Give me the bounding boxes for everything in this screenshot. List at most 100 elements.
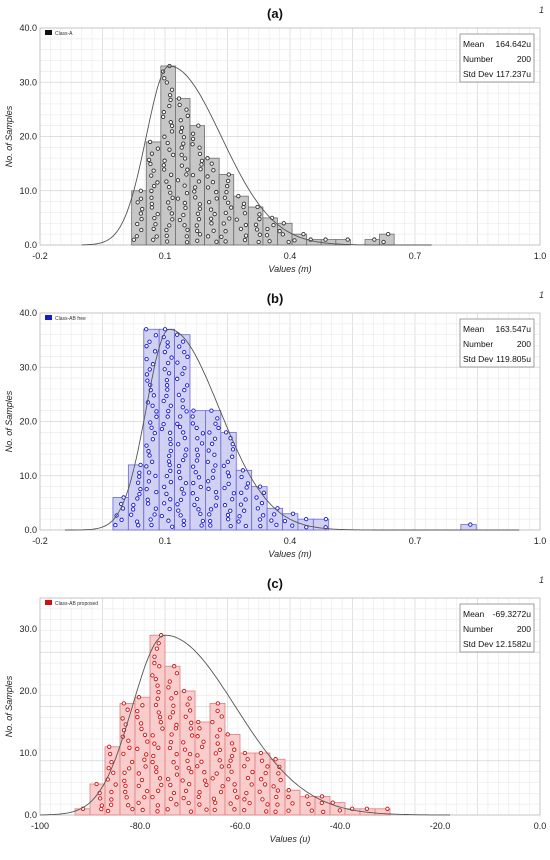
sample-point bbox=[178, 497, 184, 503]
sample-point bbox=[217, 758, 222, 763]
sample-point bbox=[108, 751, 113, 757]
sample-point bbox=[121, 751, 126, 757]
sample-point bbox=[208, 507, 214, 512]
sample-point bbox=[286, 794, 291, 800]
sample-point bbox=[219, 714, 224, 719]
sample-point bbox=[94, 781, 99, 787]
sample-point bbox=[188, 726, 194, 731]
sample-point bbox=[267, 239, 272, 244]
sample-point bbox=[195, 734, 200, 739]
sample-point bbox=[187, 696, 192, 701]
sample-point bbox=[153, 473, 158, 479]
sample-point bbox=[113, 522, 118, 528]
sample-point bbox=[259, 777, 264, 782]
legend-swatch bbox=[45, 600, 52, 605]
sample-point bbox=[194, 458, 200, 463]
sample-point bbox=[200, 431, 206, 436]
sample-point bbox=[207, 512, 212, 517]
sample-point bbox=[149, 205, 155, 210]
sample-point bbox=[345, 237, 350, 242]
sample-point bbox=[275, 788, 281, 793]
sample-point bbox=[243, 233, 249, 238]
sample-point bbox=[214, 189, 219, 195]
sample-point bbox=[290, 511, 296, 516]
sample-point bbox=[149, 425, 154, 430]
sample-point bbox=[164, 227, 169, 233]
sample-point bbox=[199, 162, 204, 167]
sample-point bbox=[272, 512, 277, 517]
sample-point bbox=[175, 376, 180, 381]
sample-point bbox=[154, 769, 159, 775]
sample-point bbox=[198, 511, 203, 517]
sample-point bbox=[162, 367, 167, 372]
sample-point bbox=[195, 211, 201, 216]
sample-point bbox=[137, 470, 142, 475]
sample-point bbox=[184, 190, 190, 196]
sample-point bbox=[197, 151, 203, 157]
sample-point bbox=[182, 435, 187, 441]
sample-point bbox=[174, 332, 180, 337]
sample-point bbox=[386, 231, 391, 237]
sample-point bbox=[150, 759, 155, 765]
sample-point bbox=[177, 424, 183, 430]
sample-point bbox=[165, 340, 170, 345]
sample-point bbox=[181, 522, 186, 528]
y-tick-label: 30.0 bbox=[19, 362, 37, 372]
sample-point bbox=[113, 782, 118, 787]
sample-point bbox=[242, 750, 248, 756]
sample-point bbox=[168, 172, 174, 177]
sample-point bbox=[149, 151, 155, 156]
stats-label: Mean bbox=[463, 609, 485, 619]
sample-point bbox=[139, 227, 144, 233]
sample-point bbox=[193, 185, 198, 190]
sample-point bbox=[286, 788, 291, 793]
sample-point bbox=[144, 789, 150, 794]
x-tick-label: -60.0 bbox=[230, 821, 251, 831]
sample-point bbox=[155, 803, 160, 808]
stats-value: 119.805u bbox=[496, 354, 531, 364]
sample-point bbox=[184, 240, 190, 245]
histogram-bar bbox=[374, 808, 391, 816]
sample-point bbox=[162, 349, 168, 355]
stats-value: 200 bbox=[517, 624, 531, 634]
sample-point bbox=[139, 777, 145, 783]
sample-point bbox=[229, 454, 235, 459]
sample-point bbox=[136, 771, 141, 776]
sample-point bbox=[168, 437, 173, 442]
corner-mark: 1 bbox=[539, 290, 544, 300]
sample-point bbox=[156, 745, 161, 750]
sample-point bbox=[120, 716, 125, 721]
sample-point bbox=[223, 210, 228, 215]
sample-point bbox=[164, 377, 170, 383]
sample-point bbox=[185, 227, 190, 233]
sample-point bbox=[218, 789, 224, 795]
sample-point bbox=[323, 237, 328, 242]
sample-point bbox=[212, 436, 218, 441]
sample-point bbox=[171, 152, 176, 158]
sample-point bbox=[135, 480, 141, 485]
y-tick-label: 20.0 bbox=[19, 417, 37, 427]
sample-point bbox=[176, 96, 182, 101]
sample-point bbox=[468, 522, 473, 527]
x-tick-label: 0.4 bbox=[284, 251, 297, 261]
sample-point bbox=[213, 800, 218, 805]
sample-point bbox=[161, 163, 166, 168]
x-tick-label: 0.1 bbox=[159, 251, 172, 261]
sample-point bbox=[189, 733, 195, 738]
sample-point bbox=[190, 131, 196, 136]
sample-point bbox=[165, 387, 170, 392]
sample-point bbox=[182, 349, 187, 355]
sample-point bbox=[214, 196, 219, 201]
sample-point bbox=[146, 157, 152, 163]
sample-point bbox=[208, 207, 214, 212]
sample-point bbox=[167, 223, 172, 228]
sample-point bbox=[162, 134, 167, 139]
sample-point bbox=[197, 726, 202, 731]
sample-point bbox=[169, 129, 175, 134]
sample-point bbox=[184, 409, 189, 414]
sample-point bbox=[194, 447, 200, 452]
sample-point bbox=[149, 459, 155, 464]
x-tick-label: 0.4 bbox=[284, 536, 297, 546]
sample-point bbox=[208, 523, 213, 528]
sample-point bbox=[195, 753, 200, 758]
